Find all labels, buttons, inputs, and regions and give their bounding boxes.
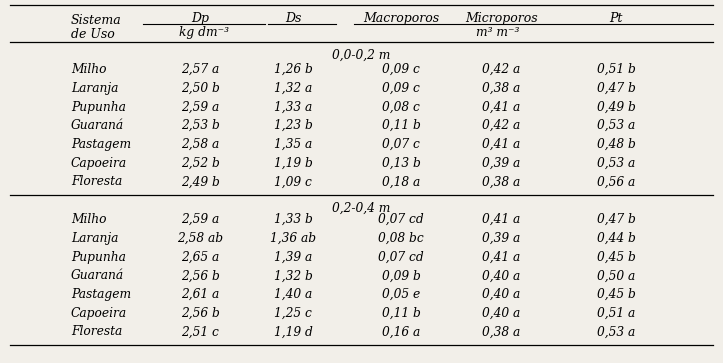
Text: 1,33 a: 1,33 a [274, 101, 312, 114]
Text: 0,07 cd: 0,07 cd [378, 251, 424, 264]
Text: 0,41 a: 0,41 a [482, 138, 521, 151]
Text: 0,48 b: 0,48 b [596, 138, 636, 151]
Text: Laranja: Laranja [71, 232, 119, 245]
Text: 0,53 a: 0,53 a [597, 326, 636, 338]
Text: 0,41 a: 0,41 a [482, 251, 521, 264]
Text: 1,32 b: 1,32 b [274, 269, 313, 282]
Text: kg dm⁻³: kg dm⁻³ [179, 26, 228, 40]
Text: Pt: Pt [609, 12, 623, 25]
Text: m³ m⁻³: m³ m⁻³ [476, 26, 520, 40]
Text: 0,09 c: 0,09 c [382, 82, 420, 95]
Text: 0,41 a: 0,41 a [482, 101, 521, 114]
Text: 0,16 a: 0,16 a [382, 326, 420, 338]
Text: 2,58 ab: 2,58 ab [177, 232, 223, 245]
Text: 0,11 b: 0,11 b [382, 307, 420, 320]
Text: 0,47 b: 0,47 b [596, 213, 636, 226]
Text: 2,52 b: 2,52 b [181, 156, 220, 170]
Text: 2,58 a: 2,58 a [181, 138, 219, 151]
Text: 0,42 a: 0,42 a [482, 63, 521, 76]
Text: 2,56 b: 2,56 b [181, 269, 220, 282]
Text: 0,38 a: 0,38 a [482, 82, 521, 95]
Text: Microporos: Microporos [465, 12, 538, 25]
Text: 0,45 b: 0,45 b [596, 251, 636, 264]
Text: 0,08 c: 0,08 c [382, 101, 420, 114]
Text: Milho: Milho [71, 63, 106, 76]
Text: 0,18 a: 0,18 a [382, 175, 420, 188]
Text: Capoeira: Capoeira [71, 156, 127, 170]
Text: 0,49 b: 0,49 b [596, 101, 636, 114]
Text: 0,08 bc: 0,08 bc [378, 232, 424, 245]
Text: de Uso: de Uso [71, 28, 115, 41]
Text: 0,11 b: 0,11 b [382, 119, 420, 132]
Text: Milho: Milho [71, 213, 106, 226]
Text: 0,50 a: 0,50 a [597, 269, 636, 282]
Text: 1,39 a: 1,39 a [274, 251, 312, 264]
Text: 2,65 a: 2,65 a [181, 251, 219, 264]
Text: 0,42 a: 0,42 a [482, 119, 521, 132]
Text: Pupunha: Pupunha [71, 251, 126, 264]
Text: 1,19 d: 1,19 d [274, 326, 313, 338]
Text: 1,26 b: 1,26 b [274, 63, 313, 76]
Text: 0,05 e: 0,05 e [382, 288, 420, 301]
Text: 0,07 cd: 0,07 cd [378, 213, 424, 226]
Text: 2,53 b: 2,53 b [181, 119, 220, 132]
Text: 0,53 a: 0,53 a [597, 119, 636, 132]
Text: 2,56 b: 2,56 b [181, 307, 220, 320]
Text: 0,38 a: 0,38 a [482, 326, 521, 338]
Text: 1,33 b: 1,33 b [274, 213, 313, 226]
Text: Dp: Dp [191, 12, 209, 25]
Text: 1,35 a: 1,35 a [274, 138, 312, 151]
Text: 0,40 a: 0,40 a [482, 307, 521, 320]
Text: 1,40 a: 1,40 a [274, 288, 312, 301]
Text: Pastagem: Pastagem [71, 288, 131, 301]
Text: Laranja: Laranja [71, 82, 119, 95]
Text: Macroporos: Macroporos [363, 12, 439, 25]
Text: 0,09 c: 0,09 c [382, 63, 420, 76]
Text: 0,39 a: 0,39 a [482, 156, 521, 170]
Text: Pastagem: Pastagem [71, 138, 131, 151]
Text: 1,19 b: 1,19 b [274, 156, 313, 170]
Text: 0,39 a: 0,39 a [482, 232, 521, 245]
Text: Guaraná: Guaraná [71, 269, 124, 282]
Text: 1,25 c: 1,25 c [275, 307, 312, 320]
Text: Sistema: Sistema [71, 14, 121, 26]
Text: 0,51 b: 0,51 b [596, 63, 636, 76]
Text: Ds: Ds [285, 12, 301, 25]
Text: 0,09 b: 0,09 b [382, 269, 420, 282]
Text: Capoeira: Capoeira [71, 307, 127, 320]
Text: 0,40 a: 0,40 a [482, 288, 521, 301]
Text: 2,59 a: 2,59 a [181, 213, 219, 226]
Text: Guaraná: Guaraná [71, 119, 124, 132]
Text: 0,38 a: 0,38 a [482, 175, 521, 188]
Text: 2,57 a: 2,57 a [181, 63, 219, 76]
Text: Floresta: Floresta [71, 175, 122, 188]
Text: 1,32 a: 1,32 a [274, 82, 312, 95]
Text: 0,13 b: 0,13 b [382, 156, 420, 170]
Text: 0,40 a: 0,40 a [482, 269, 521, 282]
Text: 0,47 b: 0,47 b [596, 82, 636, 95]
Text: 0,2-0,4 m: 0,2-0,4 m [333, 202, 390, 215]
Text: 0,56 a: 0,56 a [597, 175, 636, 188]
Text: 0,0-0,2 m: 0,0-0,2 m [333, 49, 390, 61]
Text: 0,53 a: 0,53 a [597, 156, 636, 170]
Text: 2,50 b: 2,50 b [181, 82, 220, 95]
Text: 2,51 c: 2,51 c [181, 326, 219, 338]
Text: Floresta: Floresta [71, 326, 122, 338]
Text: 1,09 c: 1,09 c [275, 175, 312, 188]
Text: 0,41 a: 0,41 a [482, 213, 521, 226]
Text: 0,45 b: 0,45 b [596, 288, 636, 301]
Text: 2,49 b: 2,49 b [181, 175, 220, 188]
Text: 0,44 b: 0,44 b [596, 232, 636, 245]
Text: 0,51 a: 0,51 a [597, 307, 636, 320]
Text: Pupunha: Pupunha [71, 101, 126, 114]
Text: 2,59 a: 2,59 a [181, 101, 219, 114]
Text: 2,61 a: 2,61 a [181, 288, 219, 301]
Text: 1,36 ab: 1,36 ab [270, 232, 317, 245]
Text: 0,07 c: 0,07 c [382, 138, 420, 151]
Text: 1,23 b: 1,23 b [274, 119, 313, 132]
